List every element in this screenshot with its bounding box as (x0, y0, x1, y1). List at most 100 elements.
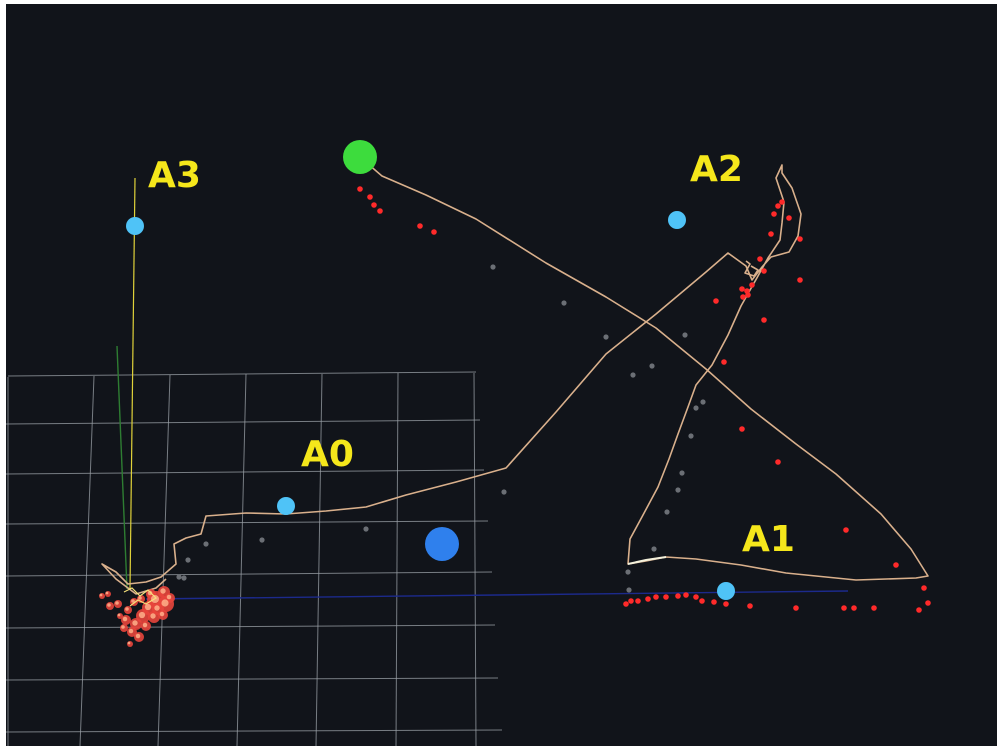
red-point (775, 459, 781, 465)
cluster-highlight (144, 603, 152, 611)
coordinate-axes (116, 177, 849, 600)
gray-point (700, 399, 706, 405)
red-point (761, 268, 767, 274)
gray-point (203, 541, 209, 547)
gray-point (490, 264, 496, 270)
red-point (693, 594, 699, 600)
red-point (768, 231, 774, 237)
grid-line (315, 373, 323, 746)
red-point (740, 294, 746, 300)
trajectory-segment (744, 260, 759, 277)
cluster-point (127, 641, 133, 647)
cluster-highlight (117, 613, 121, 617)
red-point (683, 592, 689, 598)
red-point (843, 527, 849, 533)
gray-point (603, 334, 609, 340)
grid-line (157, 374, 171, 746)
anchor-labels: A3 A2 A0 A1 (148, 149, 795, 560)
grid-line (395, 372, 399, 746)
start-marker-sphere[interactable] (343, 140, 377, 174)
red-point (761, 317, 767, 323)
cluster-highlight (131, 599, 135, 603)
anchor-a1-sphere[interactable] (717, 582, 735, 600)
grid-line (473, 372, 477, 746)
gray-point (259, 537, 265, 543)
grid-line (6, 419, 481, 425)
red-point (711, 599, 717, 605)
grid-line (79, 375, 95, 746)
cluster-highlight (127, 641, 131, 645)
gray-point (682, 332, 688, 338)
gray-point (675, 487, 681, 493)
anchor-a3-sphere[interactable] (126, 217, 144, 235)
cluster-highlight (138, 611, 146, 619)
cluster-point (105, 591, 111, 597)
gray-point (626, 587, 632, 593)
red-point (745, 292, 751, 298)
z-axis-line (116, 345, 128, 590)
gray-point (693, 405, 699, 411)
red-point (645, 596, 651, 602)
red-point (371, 202, 377, 208)
red-point (786, 215, 792, 221)
red-point (739, 286, 745, 292)
cluster-highlight (161, 599, 169, 607)
red-point (377, 208, 383, 214)
red-point (841, 605, 847, 611)
red-point (357, 186, 363, 192)
anchor-a2-sphere[interactable] (668, 211, 686, 229)
red-point (757, 256, 763, 262)
origin-cluster (99, 586, 175, 647)
3d-viewport[interactable]: A3 A2 A0 A1 (6, 4, 997, 746)
scene-canvas[interactable]: A3 A2 A0 A1 (6, 4, 997, 746)
trajectory-highlight (627, 556, 667, 565)
red-point (628, 598, 634, 604)
grid-line (6, 571, 493, 577)
red-point (893, 562, 899, 568)
red-point (779, 199, 785, 205)
gray-point (625, 569, 631, 575)
cluster-highlight (142, 622, 148, 628)
cluster-point (117, 613, 123, 619)
y-axis-line (129, 177, 136, 590)
red-point (635, 598, 641, 604)
grid-line (6, 729, 503, 733)
gray-point (688, 433, 694, 439)
red-point (747, 603, 753, 609)
end-marker-sphere[interactable] (425, 527, 459, 561)
red-point (739, 426, 745, 432)
cluster-highlight (122, 616, 128, 622)
red-point (775, 203, 781, 209)
cluster-highlight (132, 620, 138, 626)
anchors-layer (126, 140, 735, 600)
anchor-label-a1: A1 (742, 519, 795, 560)
cluster-highlight (121, 625, 125, 629)
red-point (797, 277, 803, 283)
red-point (675, 593, 681, 599)
x-axis-line (145, 590, 849, 600)
cluster-trace (123, 587, 157, 607)
red-point (431, 229, 437, 235)
red-point (663, 594, 669, 600)
gray-point (181, 575, 187, 581)
gray-point (630, 372, 636, 378)
red-point (771, 211, 777, 217)
red-point (367, 194, 373, 200)
red-point (713, 298, 719, 304)
red-point (851, 605, 857, 611)
red-point (699, 598, 705, 604)
gray-point-cloud (176, 264, 706, 593)
cluster-highlight (160, 588, 166, 594)
cluster-highlight (99, 593, 103, 597)
cluster-highlight (105, 591, 109, 595)
anchor-a0-sphere[interactable] (277, 497, 295, 515)
gray-point (185, 557, 191, 563)
cluster-highlight (147, 590, 153, 596)
grid-line (236, 373, 247, 746)
gray-point (363, 526, 369, 532)
red-point (925, 600, 931, 606)
red-point (623, 601, 629, 607)
gray-point (649, 363, 655, 369)
red-point (916, 607, 922, 613)
grid-line (6, 677, 499, 681)
